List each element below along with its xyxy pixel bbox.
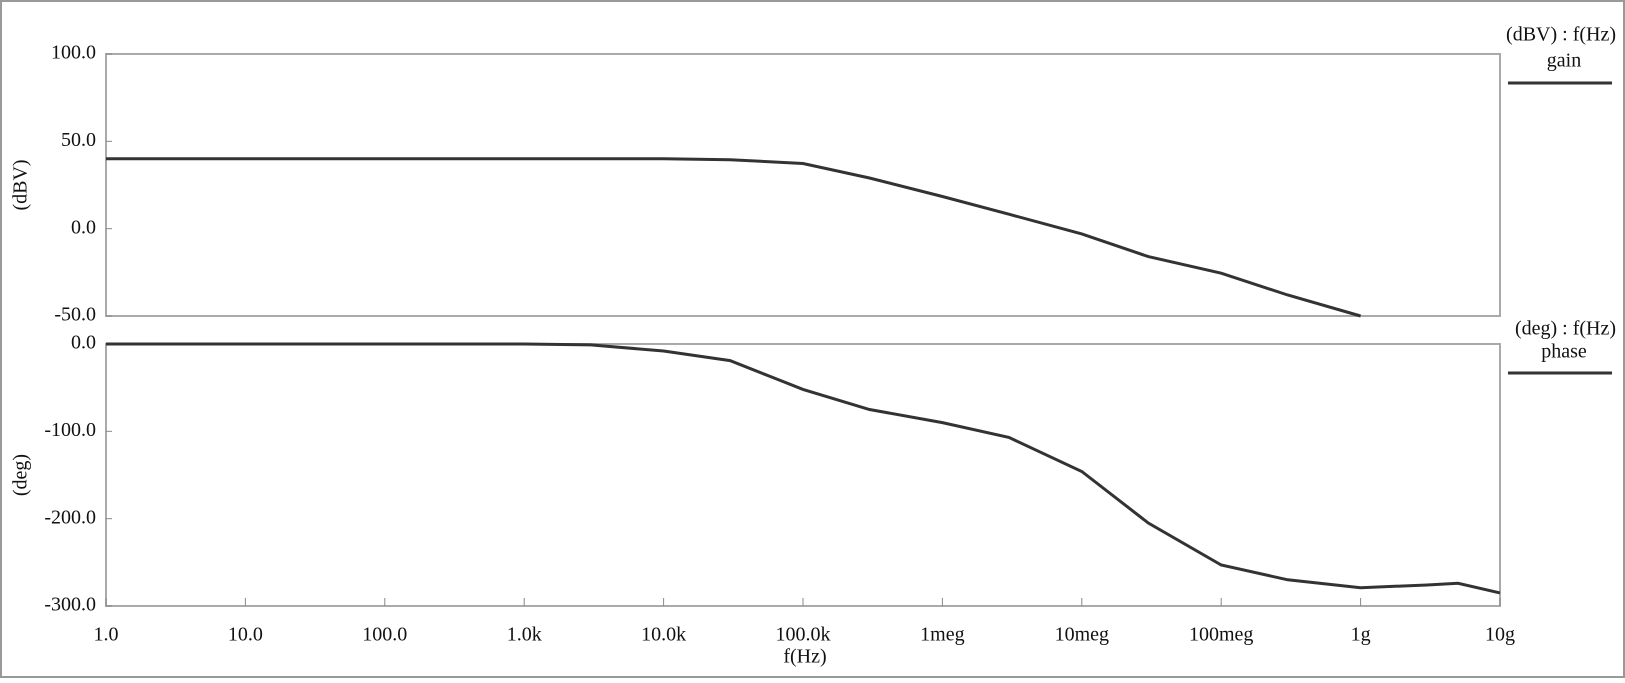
plot-frame: [105, 53, 1501, 317]
x-tick-label: 10meg: [1055, 624, 1109, 646]
y-tick-label: 0.0: [71, 216, 96, 238]
y-axis-label: (deg): [10, 454, 32, 496]
plot-frame: [105, 343, 1501, 607]
y-axis-label: (dBV): [10, 159, 32, 210]
legend-title: (dBV) : f(Hz): [1506, 24, 1616, 46]
x-tick-label: 10g: [1485, 624, 1515, 646]
y-tick-label: 100.0: [51, 42, 96, 64]
data-line: [106, 157, 1362, 318]
y-tick-label: -50.0: [54, 304, 96, 326]
x-tick-label: 1g: [1351, 624, 1371, 646]
x-tick-label: 1meg: [920, 624, 964, 646]
y-tick-label: 0.0: [71, 332, 96, 354]
y-tick-label: 50.0: [61, 129, 96, 151]
legend-title: (deg) : f(Hz): [1515, 318, 1616, 340]
x-tick-label: 100meg: [1189, 624, 1253, 646]
x-tick-label: 10.0: [228, 624, 263, 646]
x-tick-label: 1.0k: [507, 624, 542, 646]
legend-label: gain: [1547, 50, 1581, 72]
data-line: [106, 342, 1501, 595]
x-tick-label: 100.0: [362, 624, 407, 646]
x-tick-label: 10.0k: [641, 624, 686, 646]
x-axis-label: f(Hz): [783, 646, 826, 668]
x-tick-label: 100.0k: [776, 624, 831, 646]
y-tick-label: -200.0: [44, 506, 96, 528]
legend-label: phase: [1541, 341, 1587, 363]
y-tick-label: -300.0: [44, 594, 96, 616]
x-tick-label: 1.0: [94, 624, 119, 646]
y-tick-label: -100.0: [44, 419, 96, 441]
